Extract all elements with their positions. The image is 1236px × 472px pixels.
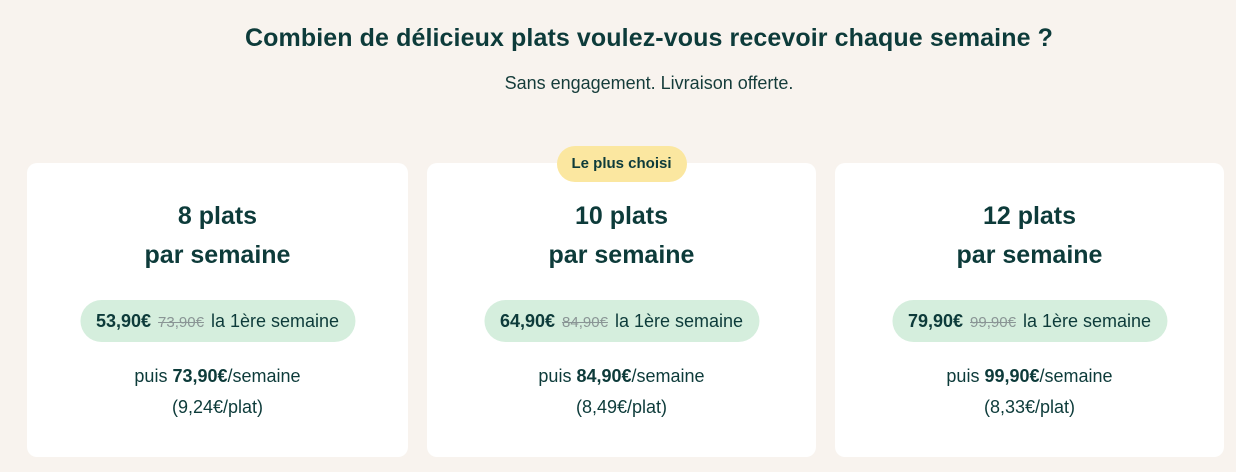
page-title: Combien de délicieux plats voulez-vous r… (244, 24, 1054, 52)
intro-price-suffix: la 1ère semaine (210, 311, 340, 331)
regular-price-info: puis 73,90€/semaine (9,24€/plat) (27, 361, 408, 423)
regular-price: 99,90€ (984, 366, 1040, 386)
regular-price-info: puis 99,90€/semaine (8,33€/plat) (835, 361, 1224, 423)
price-per-dish: (8,33€/plat) (983, 397, 1076, 417)
regular-price-suffix: /semaine (227, 366, 301, 386)
intro-price-pill: 64,90€ 84,90€ la 1ère semaine (483, 300, 760, 342)
intro-price: 64,90€ (499, 311, 556, 331)
plan-title: 10 plats par semaine (427, 197, 816, 275)
then-prefix: puis (946, 366, 980, 386)
then-prefix: puis (134, 366, 168, 386)
plan-title-period: par semaine (548, 241, 695, 269)
regular-price: 73,90€ (172, 366, 228, 386)
plan-title-count: 12 plats (982, 202, 1077, 230)
plan-title-count: 8 plats (177, 202, 258, 230)
regular-price-suffix: /semaine (1039, 366, 1113, 386)
old-price: 73,90€ (158, 314, 204, 331)
old-price: 99,90€ (970, 314, 1016, 331)
intro-price-suffix: la 1ère semaine (1022, 311, 1152, 331)
intro-price: 79,90€ (907, 311, 964, 331)
intro-price-suffix: la 1ère semaine (614, 311, 744, 331)
plan-title: 8 plats par semaine (27, 197, 408, 275)
plan-title-count: 10 plats (574, 202, 669, 230)
regular-price-suffix: /semaine (631, 366, 705, 386)
intro-price-pill: 53,90€ 73,90€ la 1ère semaine (79, 300, 356, 342)
old-price: 84,90€ (562, 314, 608, 331)
page-subtitle: Sans engagement. Livraison offerte. (504, 73, 794, 93)
plan-card-8-plats[interactable]: 8 plats par semaine 53,90€ 73,90€ la 1èr… (27, 163, 408, 457)
regular-price: 84,90€ (576, 366, 632, 386)
intro-price-pill: 79,90€ 99,90€ la 1ère semaine (891, 300, 1168, 342)
price-per-dish: (8,49€/plat) (575, 397, 668, 417)
regular-price-info: puis 84,90€/semaine (8,49€/plat) (427, 361, 816, 423)
plan-title-period: par semaine (956, 241, 1103, 269)
price-per-dish: (9,24€/plat) (171, 397, 264, 417)
popular-badge: Le plus choisi (556, 146, 687, 182)
intro-price: 53,90€ (95, 311, 152, 331)
plan-title-period: par semaine (144, 241, 291, 269)
plan-title: 12 plats par semaine (835, 197, 1224, 275)
then-prefix: puis (538, 366, 572, 386)
plan-card-10-plats[interactable]: Le plus choisi 10 plats par semaine 64,9… (427, 146, 816, 457)
plan-card-12-plats[interactable]: 12 plats par semaine 79,90€ 99,90€ la 1è… (835, 163, 1224, 457)
